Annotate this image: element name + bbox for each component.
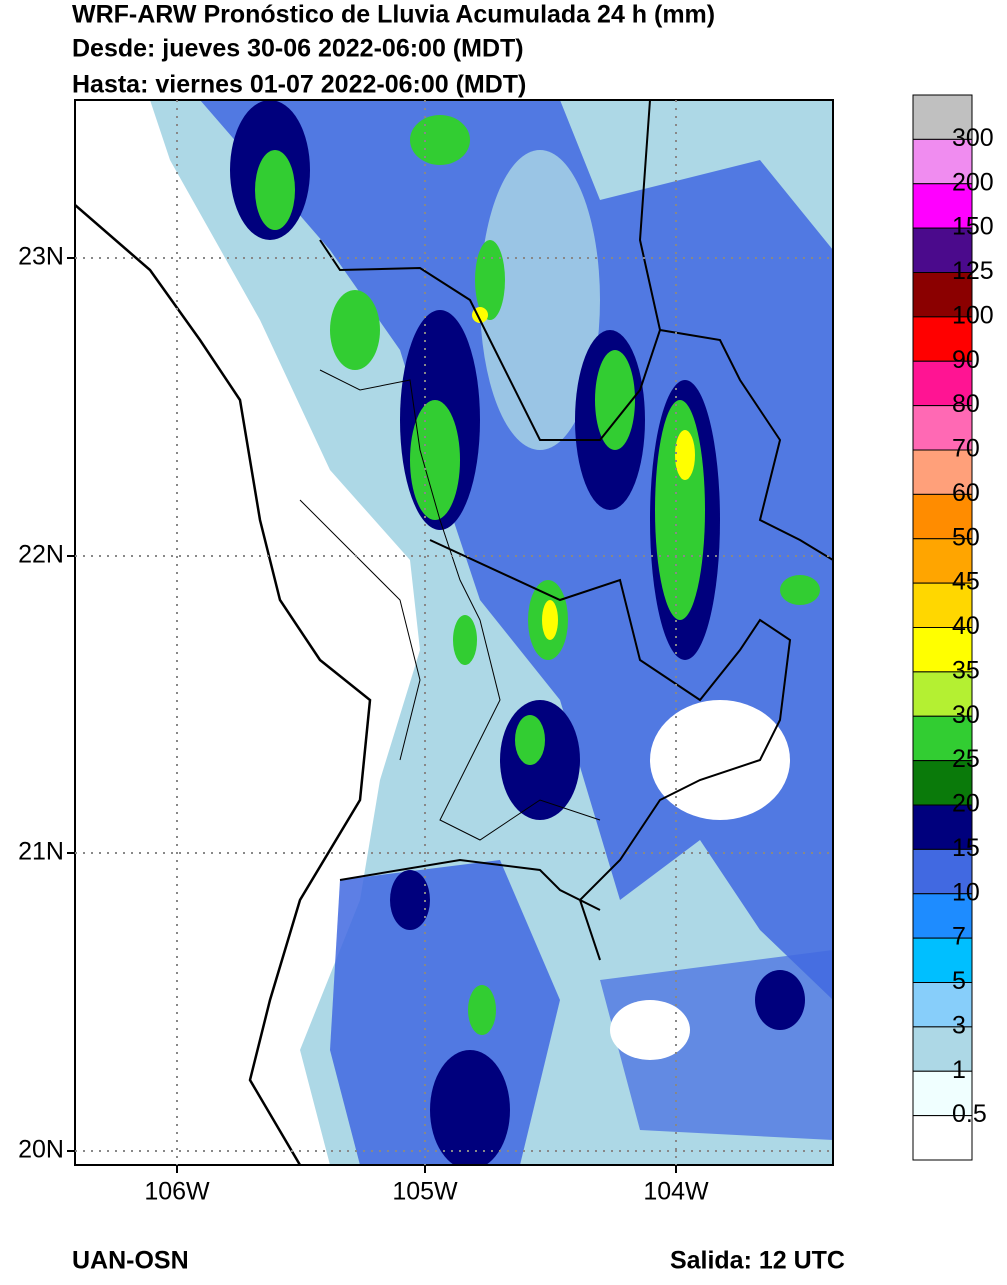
colorbar-box: [912, 715, 973, 762]
colorbar-box: [912, 227, 973, 273]
colorbar-label: 30: [952, 701, 980, 729]
colorbar-label: 100: [952, 301, 994, 329]
colorbar-box: [912, 360, 973, 407]
colorbar-box: [912, 449, 973, 495]
colorbar-box: [912, 1115, 973, 1161]
lat-label: 22N: [18, 541, 64, 569]
colorbar-box: [912, 538, 973, 584]
colorbar-label: 300: [952, 124, 994, 152]
colorbar-box: [912, 671, 973, 717]
colorbar-box: [912, 848, 973, 895]
footer-left: UAN-OSN: [72, 1247, 189, 1275]
subtitle-to: Hasta: viernes 01-07 2022-06:00 (MDT): [72, 71, 526, 99]
colorbar-label: 200: [952, 168, 994, 196]
colorbar-box: [912, 94, 973, 140]
colorbar-box: [912, 893, 973, 939]
footer-right: Salida: 12 UTC: [670, 1247, 845, 1275]
lat-label: 21N: [18, 838, 64, 866]
subtitle-from: Desde: jueves 30-06 2022-06:00 (MDT): [72, 35, 524, 63]
colorbar-label: 35: [952, 656, 980, 684]
colorbar-box: [912, 582, 973, 628]
colorbar-label: 80: [952, 390, 980, 418]
lon-label: 105W: [392, 1178, 458, 1206]
graticule: 23N 22N 21N 20N 106W 105W 104W: [18, 100, 833, 1206]
colorbar-label: 15: [952, 834, 980, 862]
colorbar-label: 3: [952, 1011, 966, 1039]
lat-label: 20N: [18, 1136, 64, 1164]
colorbar-label: 1: [952, 1056, 966, 1084]
colorbar-box: [912, 937, 973, 983]
colorbar-label: 40: [952, 612, 980, 640]
colorbar-box: [912, 405, 973, 451]
title: WRF-ARW Pronóstico de Lluvia Acumulada 2…: [72, 1, 715, 29]
lat-label: 23N: [18, 243, 64, 271]
colorbar-label: 20: [952, 790, 980, 818]
colorbar-label: 7: [952, 923, 966, 951]
colorbar-box: [912, 316, 973, 362]
colorbar-label: 0.5: [952, 1100, 987, 1128]
colorbar-box: [912, 183, 973, 229]
colorbar-label: 125: [952, 257, 994, 285]
colorbar-box: [912, 627, 973, 673]
colorbar-label: 25: [952, 745, 980, 773]
colorbar-label: 10: [952, 878, 980, 906]
colorbar-label: 150: [952, 213, 994, 241]
lon-label: 106W: [144, 1178, 210, 1206]
map-area: [75, 100, 833, 1165]
colorbar-box: [912, 272, 973, 318]
colorbar-box: [912, 493, 973, 540]
colorbar-label: 60: [952, 479, 980, 507]
lon-label: 104W: [643, 1178, 709, 1206]
colorbar-label: 70: [952, 435, 980, 463]
colorbar-label: 50: [952, 523, 980, 551]
colorbar-label: 45: [952, 568, 980, 596]
map-frame: [74, 99, 834, 1166]
colorbar: 3002001501251009080706050454035302520151…: [912, 94, 994, 1161]
colorbar-box: [912, 138, 973, 185]
colorbar-label: 90: [952, 346, 980, 374]
colorbar-label: 5: [952, 967, 966, 995]
